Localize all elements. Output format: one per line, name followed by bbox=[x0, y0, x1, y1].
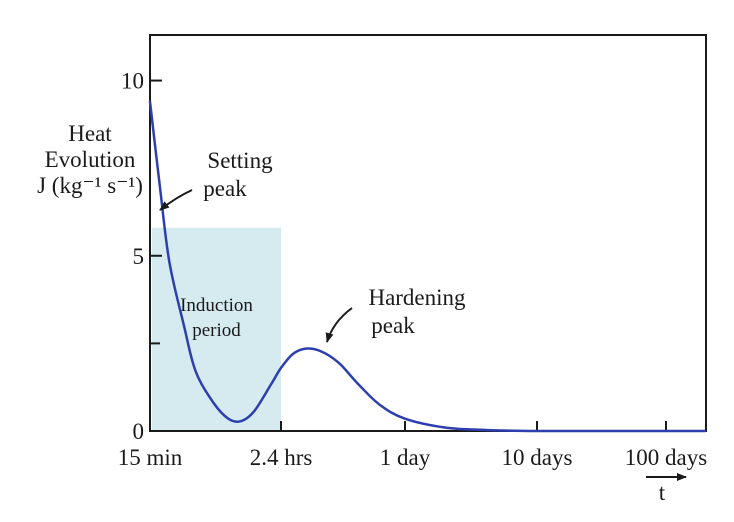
x-tick-label-15min: 15 min bbox=[118, 445, 183, 470]
y-axis-label-line1: Heat bbox=[68, 121, 112, 146]
y-tick-label-0: 0 bbox=[133, 419, 145, 444]
setting-peak-label-line2: peak bbox=[203, 176, 247, 201]
x-axis-label: t bbox=[659, 480, 666, 505]
heat-evolution-line bbox=[148, 100, 707, 433]
x-tick-label-1day: 1 day bbox=[380, 445, 431, 470]
x-tick-label-100days: 100 days bbox=[625, 445, 707, 470]
y-tick-label-5: 5 bbox=[133, 244, 145, 269]
induction-period-region bbox=[152, 227, 281, 431]
induction-label-line2: period bbox=[192, 320, 241, 341]
setting-peak-label-line1: Setting bbox=[207, 148, 273, 173]
y-axis-label-line3: J (kg⁻¹ s⁻¹) bbox=[37, 173, 143, 198]
hardening-peak-label-line1: Hardening bbox=[368, 285, 466, 310]
hardening-peak-arrow bbox=[325, 307, 353, 343]
x-tick-label-10days: 10 days bbox=[502, 445, 573, 470]
y-axis-label-line2: Evolution bbox=[45, 147, 136, 172]
induction-label-line1: Induction bbox=[180, 295, 253, 316]
y-tick-label-10: 10 bbox=[121, 69, 144, 94]
plot-frame bbox=[149, 34, 707, 432]
hardening-peak-label-line2: peak bbox=[371, 313, 415, 338]
setting-peak-arrow bbox=[159, 189, 193, 211]
x-tick-label-2-4hrs: 2.4 hrs bbox=[250, 445, 313, 470]
